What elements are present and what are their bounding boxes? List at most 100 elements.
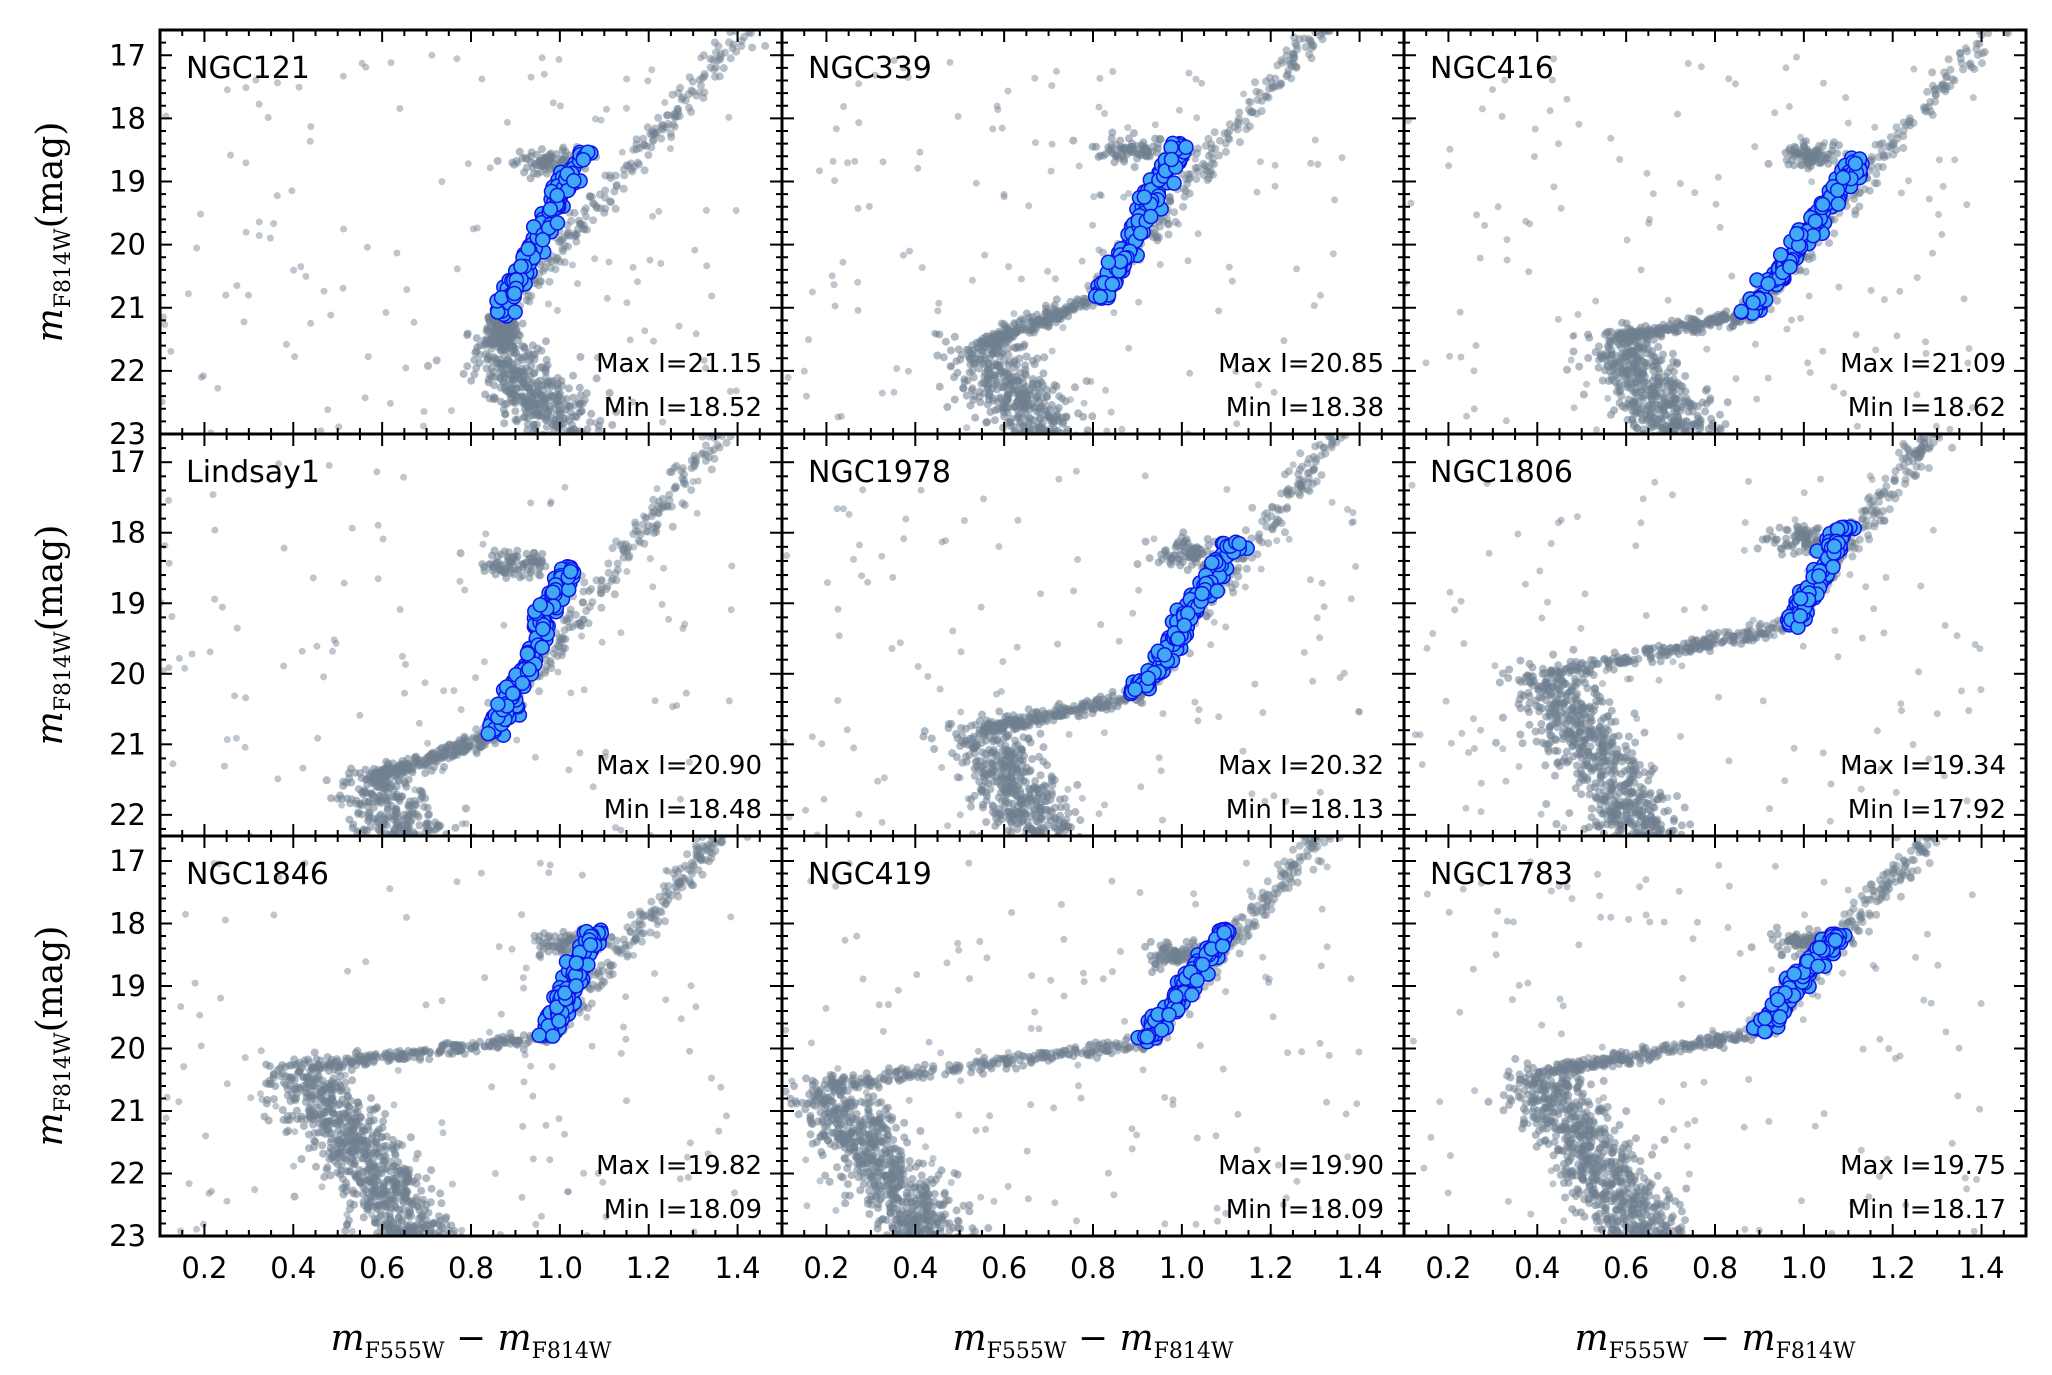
field-star [606, 259, 613, 266]
ms-star [531, 452, 539, 460]
ms-star [1729, 523, 1737, 531]
ms-star [576, 353, 584, 361]
rgb-star [747, 21, 755, 29]
ms-star [602, 505, 610, 513]
field-star [340, 73, 347, 80]
ms-star [1690, 448, 1698, 456]
ms-star [1005, 381, 1013, 389]
ms-star [622, 523, 630, 531]
ms-star [1121, 529, 1129, 537]
field-star [1109, 68, 1116, 75]
field-star [504, 119, 511, 126]
ms-star [649, 537, 657, 545]
ms-star [1706, 527, 1714, 535]
ms-star [578, 481, 586, 489]
ms-star [1017, 436, 1025, 444]
ms-star [1043, 442, 1051, 450]
ms-star [1081, 501, 1089, 509]
ms-star [1021, 467, 1029, 475]
ms-star [1708, 494, 1716, 502]
ms-star [616, 485, 624, 493]
ms-star [594, 525, 602, 533]
ms-star [1068, 454, 1076, 462]
ms-star [1695, 489, 1703, 497]
ms-star [1074, 409, 1082, 417]
ms-star [1101, 526, 1109, 534]
ms-star [1026, 472, 1034, 480]
ms-star [1100, 468, 1108, 476]
ms-star [618, 513, 626, 521]
field-star [1038, 388, 1045, 395]
selected-star [1105, 277, 1119, 291]
ms-star [1131, 529, 1139, 537]
ms-star [586, 478, 594, 486]
field-star [703, 207, 710, 214]
ms-star [942, 338, 950, 346]
ms-star [1674, 435, 1682, 443]
ms-star [1734, 494, 1742, 502]
ms-star [597, 521, 605, 529]
ms-star [1062, 479, 1070, 487]
ms-star [1750, 452, 1758, 460]
ms-star [1696, 502, 1704, 510]
ms-star [1031, 437, 1039, 445]
ms-star [1738, 471, 1746, 479]
ms-star [1675, 442, 1683, 450]
ms-star [1088, 508, 1096, 516]
ms-star [1035, 468, 1043, 476]
ms-star [547, 476, 555, 484]
ms-star [1570, 348, 1578, 356]
ms-star [1081, 537, 1089, 545]
ms-star [1075, 524, 1083, 532]
ms-star [620, 474, 628, 482]
ms-star [607, 514, 615, 522]
ms-star [500, 419, 508, 427]
ms-star [1071, 478, 1079, 486]
ms-star [1734, 499, 1742, 507]
ms-star [1715, 524, 1723, 532]
ms-star [1694, 455, 1702, 463]
ms-star [627, 496, 635, 504]
ms-star [1043, 462, 1051, 470]
ms-star [570, 435, 578, 443]
ms-star [1040, 453, 1048, 461]
ms-star [1054, 483, 1062, 491]
ms-star [1719, 496, 1727, 504]
ms-star [577, 479, 585, 487]
field-star [283, 341, 290, 348]
ms-star [1697, 493, 1705, 501]
ms-star [1076, 443, 1084, 451]
rgb-star [1923, 88, 1931, 96]
field-star [340, 226, 347, 233]
ms-star [1647, 385, 1655, 393]
ms-star [573, 488, 581, 496]
ms-star [539, 442, 547, 450]
field-star [840, 259, 847, 266]
ms-star [574, 461, 582, 469]
field-star [891, 389, 898, 396]
ms-star [1707, 474, 1715, 482]
field-star [324, 406, 331, 413]
ms-star [1718, 500, 1726, 508]
ms-star [1710, 509, 1718, 517]
ms-star [580, 442, 588, 450]
ms-star [1019, 456, 1027, 464]
ms-star [598, 474, 606, 482]
ms-star [624, 498, 632, 506]
ms-star [1052, 450, 1060, 458]
rgb-star [1211, 128, 1219, 136]
ms-star [1100, 552, 1108, 560]
ms-star [1693, 486, 1701, 494]
ms-star [1742, 526, 1750, 534]
ms-star [1012, 456, 1020, 464]
rgb-star [674, 89, 682, 97]
field-star [1229, 278, 1236, 285]
ms-star [1017, 418, 1025, 426]
ms-star [1694, 497, 1702, 505]
ms-star [1754, 485, 1762, 493]
ms-star [591, 467, 599, 475]
ms-star [1040, 353, 1048, 361]
ms-star [600, 512, 608, 520]
ms-star [607, 475, 615, 483]
ms-star [595, 495, 603, 503]
